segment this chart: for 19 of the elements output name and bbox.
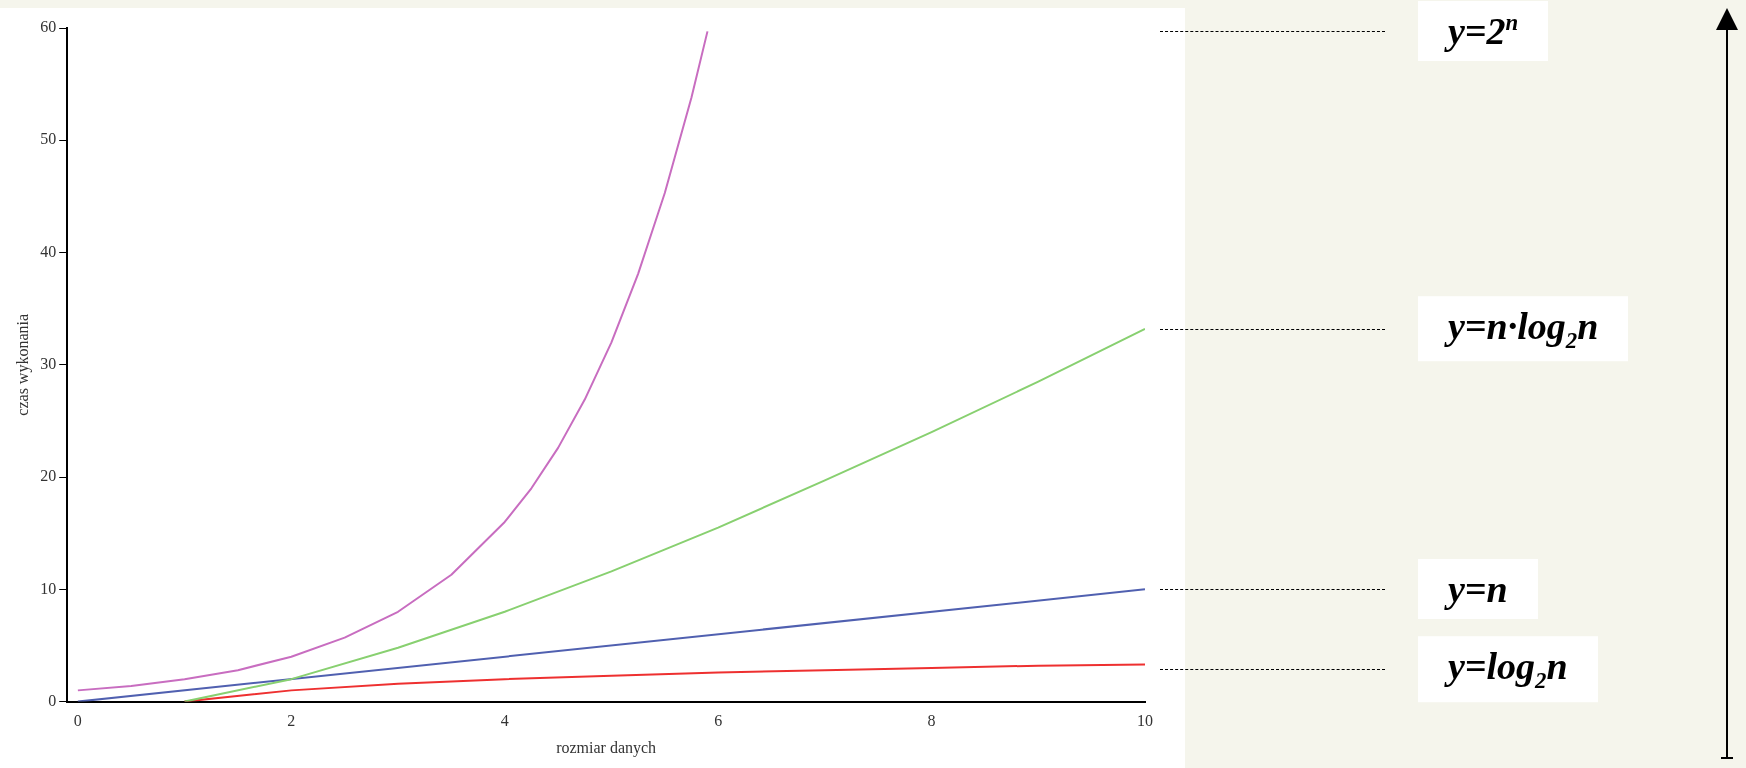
text: y=log$_{2}$n bbox=[1418, 636, 1598, 703]
y-tick-label: 50 bbox=[40, 130, 57, 148]
y-axis-title: czas wykonania bbox=[13, 313, 32, 416]
y-tick-label: 0 bbox=[48, 691, 57, 709]
y-tick-label: 30 bbox=[40, 355, 57, 372]
x-tick-label: 2 bbox=[287, 712, 296, 730]
y-tick-label: 40 bbox=[40, 242, 57, 260]
x-tick-label: 4 bbox=[500, 712, 509, 730]
y-tick-label: 60 bbox=[40, 18, 57, 36]
x-tick-label: 0 bbox=[73, 712, 82, 730]
x-tick-label: 6 bbox=[714, 712, 723, 730]
text: y=n bbox=[1418, 559, 1538, 620]
y-tick-label: 10 bbox=[40, 579, 57, 597]
x-axis-title: rozmiar danych bbox=[556, 738, 657, 757]
text: y=2$^{n}$ bbox=[1418, 1, 1549, 62]
text: y=n·log$_{2}$n bbox=[1418, 296, 1629, 362]
x-tick-label: 10 bbox=[1137, 712, 1153, 730]
x-tick-label: 8 bbox=[927, 712, 936, 730]
y-tick-label: 20 bbox=[40, 467, 57, 485]
